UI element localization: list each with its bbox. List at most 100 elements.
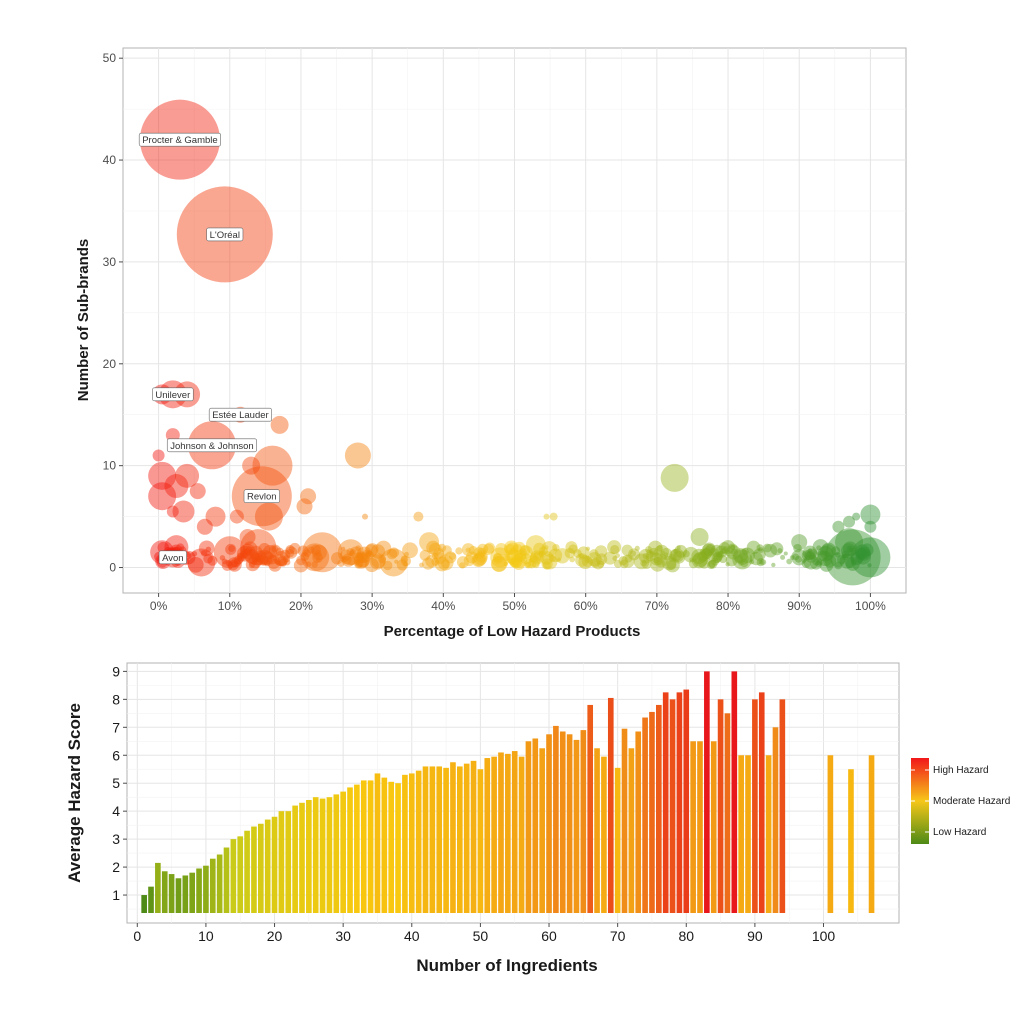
bubble (578, 555, 593, 570)
bubble (688, 558, 699, 569)
bar (457, 766, 463, 913)
bubble (615, 553, 620, 558)
bubble (484, 542, 496, 554)
bubble (465, 547, 471, 553)
bubble (234, 555, 244, 565)
bar (662, 692, 669, 913)
bubble (541, 541, 558, 557)
bubble (666, 560, 677, 570)
bubble (506, 549, 523, 566)
bottom-y-tick-label: 2 (112, 859, 120, 875)
company-label: Estée Lauder (208, 407, 273, 422)
bar (477, 769, 484, 913)
svg-text:Unilever: Unilever (155, 390, 190, 401)
bar (285, 811, 292, 913)
bubble (344, 442, 371, 469)
bubble (533, 542, 546, 555)
bottom-x-tick-label: 0 (133, 928, 141, 944)
bubble (240, 550, 248, 559)
top-y-tick-label: 0 (109, 561, 116, 575)
bubble (720, 548, 727, 555)
bubble (244, 549, 260, 564)
bubble (388, 547, 400, 558)
bar (408, 773, 415, 913)
top-gridlines (123, 48, 906, 593)
bubble (175, 463, 200, 488)
bubble (590, 557, 601, 568)
bar (690, 741, 696, 913)
bubble (723, 546, 729, 552)
bubble (444, 551, 457, 564)
bubble (668, 553, 677, 562)
bubble (538, 550, 546, 558)
bubble (514, 544, 523, 553)
bubble (284, 559, 291, 566)
bubble (271, 545, 279, 553)
bubble (245, 557, 260, 572)
bubble (665, 557, 680, 573)
bar (704, 671, 710, 913)
bar (251, 826, 257, 913)
bottom-y-tick-label: 5 (112, 775, 120, 791)
bar (539, 748, 545, 913)
bubble (340, 556, 346, 561)
bubble (701, 548, 713, 559)
bar (388, 781, 395, 913)
bubble (660, 547, 673, 561)
bubble (843, 515, 856, 528)
bubble (475, 550, 488, 563)
bubble (402, 561, 408, 567)
svg-text:L'Oréal: L'Oréal (210, 230, 240, 241)
company-label: Procter & Gamble (138, 132, 221, 147)
svg-text:Procter & Gamble: Procter & Gamble (142, 135, 218, 146)
bubble (650, 550, 655, 555)
bubble (568, 544, 578, 554)
bubble (697, 551, 708, 563)
bubble (473, 547, 486, 559)
bubble (242, 456, 261, 475)
bottom-x-axis-ticks: 0 10 20 30 40 50 60 70 80 90 100 (133, 923, 835, 944)
bubble (419, 562, 424, 568)
bubble (231, 561, 238, 568)
bubble (816, 559, 823, 566)
bubble (715, 553, 723, 560)
top-x-tick-label: 30% (360, 599, 384, 613)
bubble (717, 550, 724, 556)
top-y-tick-label: 10 (103, 459, 117, 473)
bubble (337, 559, 345, 567)
svg-text:Estée Lauder: Estée Lauder (212, 410, 269, 421)
bubble (314, 550, 322, 558)
bubble (724, 549, 732, 556)
bubble (621, 544, 633, 556)
bubble (341, 546, 346, 551)
bubble (252, 445, 293, 486)
bottom-y-axis-ticks: 1 2 3 4 5 6 7 8 9 (112, 663, 127, 903)
top-y-tick-label: 30 (103, 255, 117, 269)
bubble (419, 549, 431, 561)
bubble (200, 550, 208, 557)
bubble (268, 558, 282, 572)
bar (168, 874, 175, 913)
bubble (839, 553, 855, 569)
bar (237, 836, 244, 913)
company-label: Revlon (243, 489, 280, 504)
bubble (441, 559, 451, 569)
bubble (817, 546, 834, 562)
bubble (353, 553, 370, 569)
bar (443, 767, 449, 913)
bubble (400, 555, 412, 567)
bubble (831, 546, 841, 556)
bubble (867, 563, 872, 568)
top-x-tick-label: 50% (502, 599, 526, 613)
bubble (263, 560, 271, 567)
bar (525, 741, 532, 913)
bubble (189, 483, 206, 500)
bubble (840, 543, 857, 559)
bubble (763, 543, 778, 558)
bar (429, 766, 436, 913)
bubble (573, 549, 582, 558)
bubble (187, 548, 216, 577)
bar (491, 756, 497, 913)
bubble (585, 546, 590, 551)
bottom-x-tick-label: 80 (678, 928, 694, 944)
